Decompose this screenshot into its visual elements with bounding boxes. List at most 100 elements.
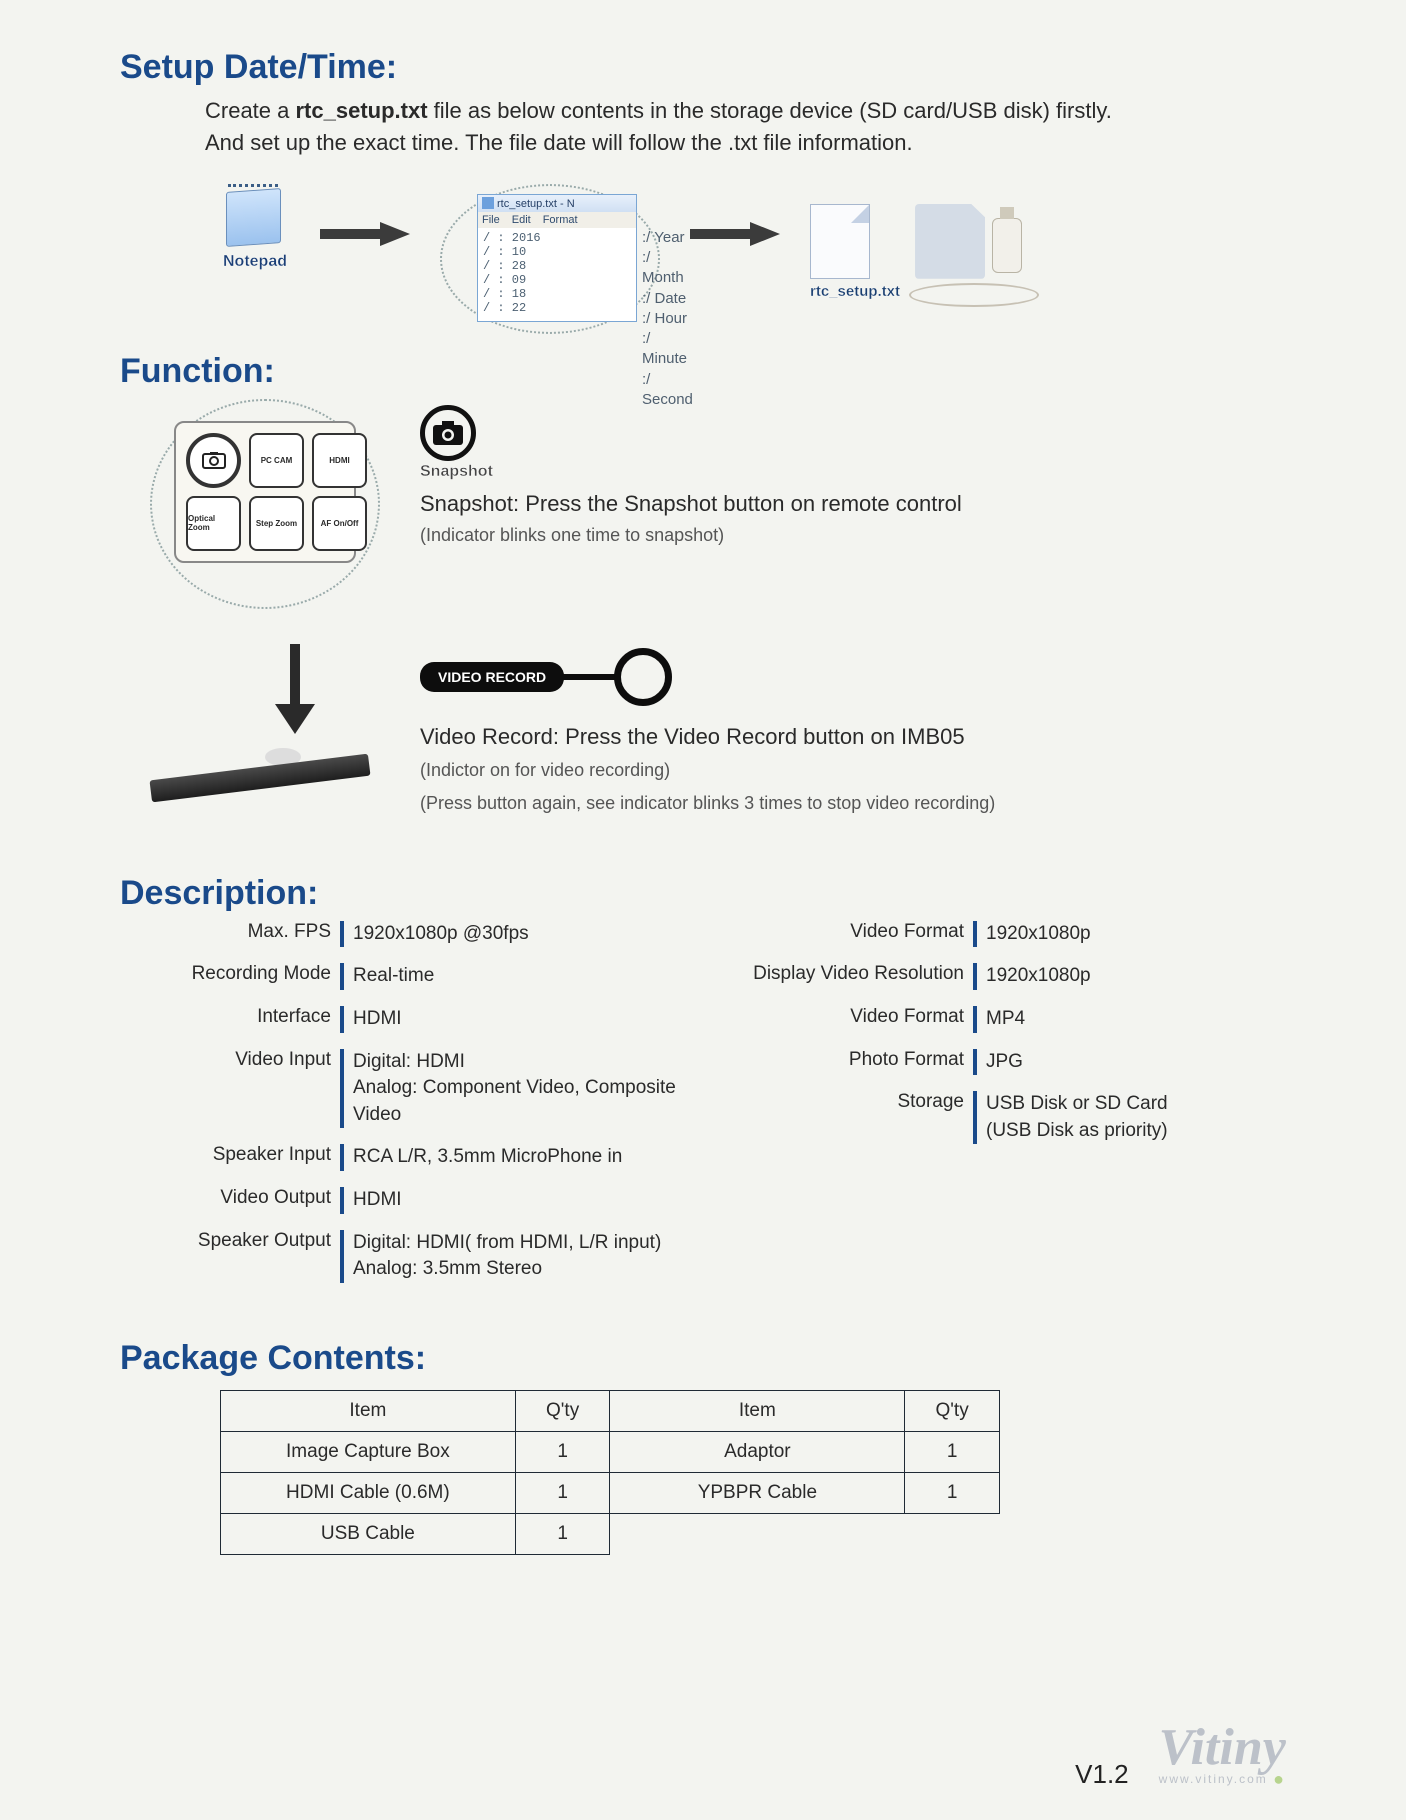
setup-intro-filename: rtc_setup.txt [296, 98, 428, 123]
table-cell [610, 1513, 905, 1554]
snapshot-text: Snapshot Snapshot: Press the Snapshot bu… [420, 399, 962, 609]
setup-intro-1c: file as below contents in the storage de… [428, 98, 1112, 123]
desc-value: MP4 [986, 1006, 1025, 1033]
desc-label: Speaker Output [160, 1230, 340, 1283]
np-menu-format: Format [543, 214, 578, 226]
pkg-h3: Item [610, 1390, 905, 1431]
device-diagram [150, 644, 380, 824]
table-cell: 1 [515, 1513, 610, 1554]
desc-label: Video Format [743, 1006, 973, 1033]
remote-btn-snapshot [186, 433, 241, 488]
divider-bar [340, 1187, 344, 1214]
section-function-heading: Function: [120, 352, 1306, 391]
desc-value: Digital: HDMI( from HDMI, L/R input)Anal… [353, 1230, 661, 1283]
table-cell: Adaptor [610, 1431, 905, 1472]
setup-intro-1a: Create a [205, 98, 296, 123]
table-cell: 1 [515, 1472, 610, 1513]
np-menu: FileEditFormat [478, 212, 636, 228]
setup-intro: Create a rtc_setup.txt file as below con… [205, 95, 1306, 159]
table-cell: USB Cable [221, 1513, 516, 1554]
desc-row: StorageUSB Disk or SD Card(USB Disk as p… [743, 1091, 1168, 1144]
desc-label: Display Video Resolution [743, 963, 973, 990]
setup-flow: Notepad rtc_setup.txt - N FileEditFormat… [220, 184, 1306, 334]
section-setup-heading: Setup Date/Time: [120, 48, 1306, 87]
divider-bar [340, 963, 344, 990]
notepad-label: Notepad [220, 253, 290, 271]
arrow-icon [320, 219, 410, 249]
np-body: / : 2016 / : 10 / : 28 / : 09 / : 18 / :… [478, 228, 636, 321]
divider-bar [973, 963, 977, 990]
snapshot-icon-label: Snapshot [420, 463, 962, 481]
desc-value: 1920x1080p [986, 963, 1091, 990]
camera-icon [420, 405, 476, 461]
remote-btn-szoom: Step Zoom [249, 496, 304, 551]
table-cell: 1 [515, 1431, 610, 1472]
package-table-wrap: Item Q'ty Item Q'ty Image Capture Box1Ad… [220, 1390, 1306, 1555]
sd-usb-icon [915, 204, 1030, 289]
video-record-heading: Video Record: Press the Video Record but… [420, 724, 995, 750]
version-label: V1.2 [1075, 1759, 1129, 1790]
table-cell: HDMI Cable (0.6M) [221, 1472, 516, 1513]
np-field-labels: :/ Year :/ Month :/ Date :/ Hour :/ Minu… [642, 228, 693, 410]
video-record-sub1: (Indictor on for video recording) [420, 758, 995, 783]
function-snapshot-row: PC CAM HDMI Optical Zoom Step Zoom AF On… [150, 399, 1306, 609]
setup-intro-2: And set up the exact time. The file date… [205, 130, 913, 155]
desc-label: Video Output [160, 1187, 340, 1214]
video-record-text: VIDEO RECORD Video Record: Press the Vid… [420, 644, 995, 816]
brand-logo: Vitiny [1159, 1727, 1286, 1769]
divider-bar [340, 1230, 344, 1283]
desc-label: Video Format [743, 921, 973, 948]
desc-label: Video Input [160, 1049, 340, 1129]
notepad-window: rtc_setup.txt - N FileEditFormat / : 201… [440, 184, 660, 334]
desc-row: Recording ModeReal-time [160, 963, 693, 990]
brand-url: www.vitiny.com ● [1159, 1769, 1286, 1790]
snapshot-sub: (Indicator blinks one time to snapshot) [420, 525, 962, 546]
table-row: USB Cable1 [221, 1513, 1000, 1554]
description-grid: Max. FPS 1920x1080p @30fps Recording ModeR… [160, 921, 1306, 1299]
section-package-heading: Package Contents: [120, 1339, 1306, 1378]
desc-value: USB Disk or SD Card(USB Disk as priority… [986, 1091, 1168, 1144]
desc-row: Max. FPS 1920x1080p @30fps [160, 921, 693, 948]
remote-btn-af: AF On/Off [312, 496, 367, 551]
desc-label: Speaker Input [160, 1144, 340, 1171]
notepad-block: Notepad [220, 184, 290, 271]
divider-bar [973, 1006, 977, 1033]
divider-bar [973, 1091, 977, 1144]
divider-bar [973, 921, 977, 948]
divider-bar [340, 1006, 344, 1033]
package-table: Item Q'ty Item Q'ty Image Capture Box1Ad… [220, 1390, 1000, 1555]
remote-btn-pccam: PC CAM [249, 433, 304, 488]
remote-btn-ozoom: Optical Zoom [186, 496, 241, 551]
desc-value: RCA L/R, 3.5mm MicroPhone in [353, 1144, 622, 1171]
remote-diagram: PC CAM HDMI Optical Zoom Step Zoom AF On… [150, 399, 380, 609]
desc-label: Photo Format [743, 1049, 973, 1076]
pkg-header-row: Item Q'ty Item Q'ty [221, 1390, 1000, 1431]
rtc-file-label: rtc_setup.txt [810, 283, 900, 300]
desc-value: Real-time [353, 963, 434, 990]
divider-bar [340, 1144, 344, 1171]
remote-btn-hdmi: HDMI [312, 433, 367, 488]
desc-value: 1920x1080p [986, 921, 1091, 948]
function-video-row: VIDEO RECORD Video Record: Press the Vid… [150, 644, 1306, 824]
divider-bar [340, 1049, 344, 1129]
section-description-heading: Description: [120, 874, 1306, 913]
table-cell: 1 [905, 1431, 1000, 1472]
desc-label: Interface [160, 1006, 340, 1033]
table-cell: YPBPR Cable [610, 1472, 905, 1513]
desc-row: Photo FormatJPG [743, 1049, 1168, 1076]
desc-row: Display Video Resolution 1920x1080p [743, 963, 1168, 990]
desc-row: Video Format 1920x1080p [743, 921, 1168, 948]
notepad-icon [220, 184, 290, 249]
desc-row: Video InputDigital: HDMIAnalog: Componen… [160, 1049, 693, 1129]
video-record-badge: VIDEO RECORD [420, 648, 672, 706]
magnifier-icon [614, 648, 672, 706]
table-cell [905, 1513, 1000, 1554]
table-row: Image Capture Box1Adaptor1 [221, 1431, 1000, 1472]
desc-value: HDMI [353, 1006, 402, 1033]
np-window-title: rtc_setup.txt - N [478, 195, 636, 212]
desc-label: Max. FPS [160, 921, 340, 948]
desc-value: 1920x1080p @30fps [353, 921, 529, 948]
divider-bar [973, 1049, 977, 1076]
np-menu-edit: Edit [512, 214, 531, 226]
desc-label: Storage [743, 1091, 973, 1144]
